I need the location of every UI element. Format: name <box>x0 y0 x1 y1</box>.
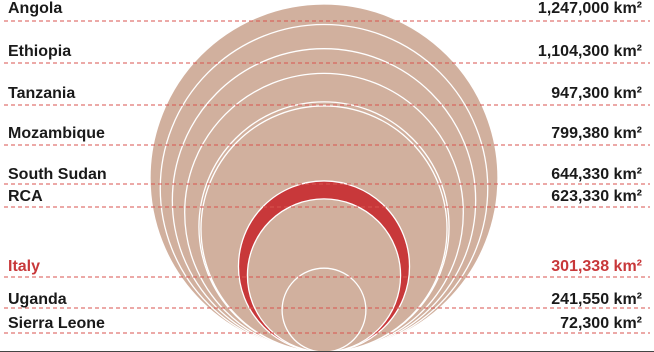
country-label-angola: Angola <box>8 0 62 17</box>
country-label-ethiopia: Ethiopia <box>8 43 71 60</box>
area-value-rca: 623,330 km² <box>551 188 642 205</box>
area-value-angola: 1,247,000 km² <box>538 0 642 17</box>
area-value-sierra-leone: 72,300 km² <box>560 315 642 332</box>
area-value-uganda: 241,550 km² <box>551 291 642 308</box>
area-value-italy: 301,338 km² <box>551 258 642 275</box>
area-value-ethiopia: 1,104,300 km² <box>538 43 642 60</box>
country-label-uganda: Uganda <box>8 291 67 308</box>
area-value-south-sudan: 644,330 km² <box>551 166 642 183</box>
area-value-tanzania: 947,300 km² <box>551 85 642 102</box>
country-label-tanzania: Tanzania <box>8 85 75 102</box>
area-value-mozambique: 799,380 km² <box>551 125 642 142</box>
row-labels-group: Angola 1,247,000 km² Ethiopia 1,104,300 km²… <box>4 0 650 334</box>
country-label-italy: Italy <box>8 258 40 275</box>
circle-sierra-leone <box>281 267 367 352</box>
country-label-mozambique: Mozambique <box>8 125 105 142</box>
country-label-rca: RCA <box>8 188 43 205</box>
circles-group <box>149 3 499 352</box>
country-label-south-sudan: South Sudan <box>8 166 107 183</box>
country-label-sierra-leone: Sierra Leone <box>8 315 105 332</box>
